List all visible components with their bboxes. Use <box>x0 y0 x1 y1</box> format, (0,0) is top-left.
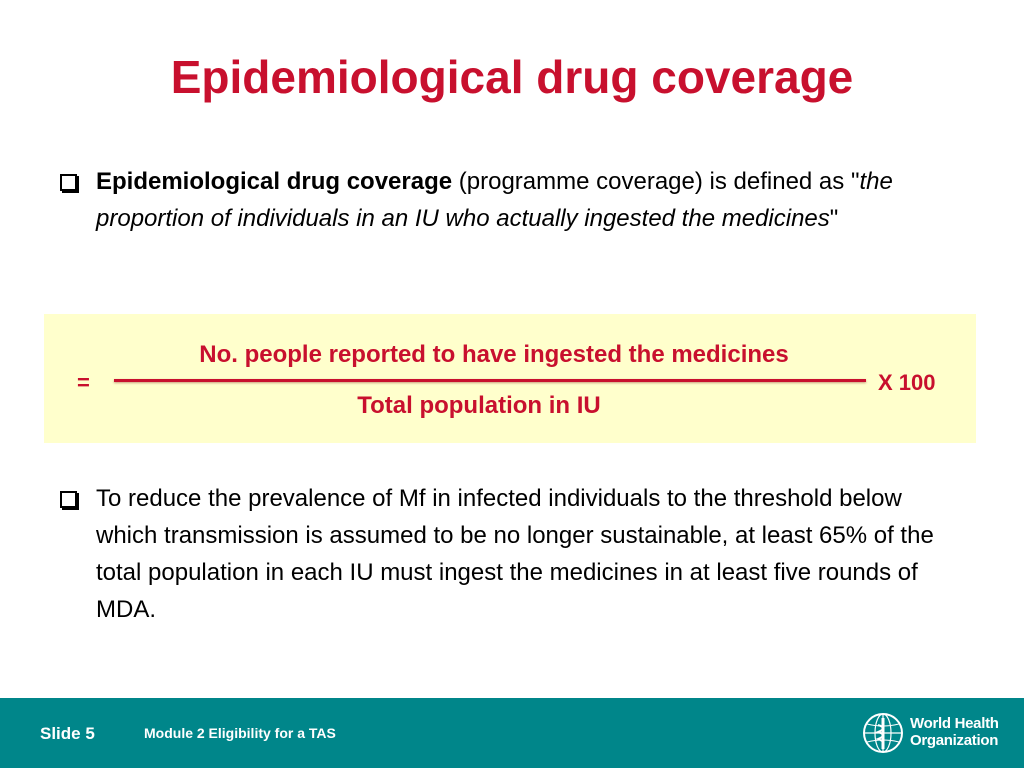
slide-number: Slide 5 <box>40 724 95 743</box>
fraction-line <box>114 379 866 382</box>
org-name-line1: World Health <box>910 715 999 732</box>
bullet-definition-text: Epidemiological drug coverage (programme… <box>96 163 960 237</box>
bullet-definition: Epidemiological drug coverage (programme… <box>60 163 960 237</box>
formula-box: = No. people reported to have ingested t… <box>44 314 976 443</box>
formula-numerator: No. people reported to have ingested the… <box>199 341 789 368</box>
who-emblem-icon <box>863 713 903 753</box>
checkbox-bullet-icon <box>60 491 77 508</box>
formula-equals: = <box>77 370 90 395</box>
org-name-line2: Organization <box>910 732 999 749</box>
definition-quote: the proportion of individuals in an IU w… <box>96 168 893 232</box>
footer-bar: Slide 5 Module 2 Eligibility for a TAS W… <box>0 698 1024 768</box>
checkbox-bullet-icon <box>60 174 77 191</box>
bullet-threshold: To reduce the prevalence of Mf in infect… <box>60 480 960 628</box>
slide-title: Epidemiological drug coverage <box>170 51 854 103</box>
definition-intro: (programme coverage) is defined as " <box>452 168 860 195</box>
bullet-threshold-text: To reduce the prevalence of Mf in infect… <box>96 485 934 623</box>
formula-denominator: Total population in IU <box>357 392 601 419</box>
defined-term: Epidemiological drug coverage <box>96 168 453 195</box>
who-logo-text: World Health Organization <box>910 715 999 749</box>
formula-multiplier: X 100 <box>878 370 936 395</box>
module-label: Module 2 Eligibility for a TAS <box>144 725 336 741</box>
definition-close: " <box>829 205 839 232</box>
